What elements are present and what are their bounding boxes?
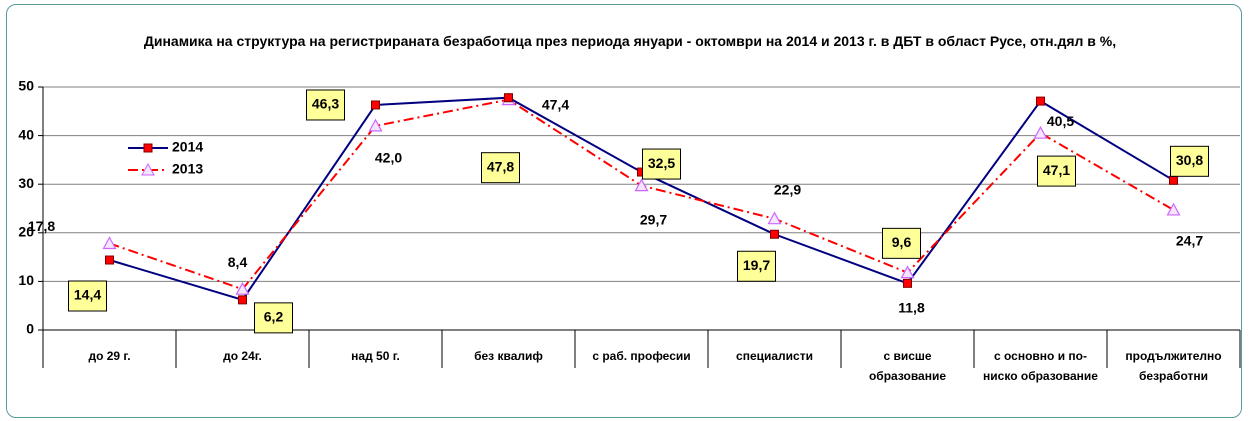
data-label: 6,2 (264, 309, 284, 325)
data-label: 9,6 (892, 234, 912, 250)
data-label: 47,1 (1043, 162, 1070, 178)
marker (368, 118, 383, 132)
chart-title: Динамика на структура на регистрираната … (143, 33, 1117, 49)
data-label: 47,8 (487, 158, 514, 174)
data-label: 24,7 (1176, 233, 1203, 249)
marker (900, 265, 915, 279)
label-box (1170, 145, 1209, 177)
legend-label: 2013 (172, 161, 203, 177)
marker (102, 236, 117, 250)
marker (238, 295, 247, 305)
x-tick-label: продължително безработни (1125, 349, 1222, 383)
data-label: 29,7 (640, 211, 667, 227)
data-label: 22,9 (774, 181, 801, 197)
marker (903, 278, 912, 288)
legend-label: 2014 (172, 139, 203, 155)
y-tick-label: 10 (18, 272, 34, 288)
marker (1166, 202, 1181, 216)
x-tick-label: с висше образование (868, 349, 947, 383)
data-label: 11,8 (898, 299, 925, 315)
data-label: 30,8 (1176, 152, 1203, 168)
label-box (642, 148, 681, 180)
x-tick-label: до 29 г. (88, 349, 131, 363)
label-box (882, 227, 921, 259)
y-tick-label: 0 (26, 321, 34, 337)
label-box (254, 302, 293, 334)
marker (105, 255, 114, 265)
x-tick-label: специалисти (736, 349, 813, 363)
x-tick-label: до 24г. (223, 349, 262, 363)
marker (767, 211, 782, 225)
x-tick-label: над 50 г. (351, 349, 400, 363)
legend-marker (143, 143, 153, 153)
label-box (306, 89, 345, 121)
y-tick-label: 40 (18, 126, 34, 142)
marker (1033, 125, 1048, 139)
data-label: 47,4 (542, 96, 569, 112)
x-tick-label: с основно и по-ниско образование (983, 349, 1098, 383)
marker (371, 100, 380, 110)
marker (770, 229, 779, 239)
marker (634, 178, 649, 192)
data-label: 42,0 (375, 150, 402, 166)
label-box (737, 250, 776, 282)
data-label: 8,4 (228, 254, 248, 270)
label-box (481, 152, 520, 184)
data-label: 14,4 (74, 287, 101, 303)
data-label: 32,5 (648, 155, 675, 171)
data-label: 46,3 (312, 96, 339, 112)
x-tick-label: без квалиф (474, 349, 543, 363)
y-tick-label: 20 (18, 224, 34, 240)
marker (1036, 96, 1045, 106)
marker (235, 281, 250, 295)
marker (1169, 175, 1178, 185)
y-tick-label: 50 (18, 78, 34, 94)
label-box (68, 280, 107, 312)
label-box (1037, 155, 1076, 187)
marker (504, 93, 513, 103)
data-label: 40,5 (1047, 113, 1074, 129)
data-label: 19,7 (743, 257, 770, 273)
y-tick-label: 30 (18, 175, 34, 191)
legend-marker (141, 162, 155, 176)
series-line (109, 96, 1175, 302)
data-label: 17,8 (28, 218, 55, 234)
chart-frame (6, 4, 1242, 418)
x-tick-label: с раб. професии (592, 349, 691, 363)
